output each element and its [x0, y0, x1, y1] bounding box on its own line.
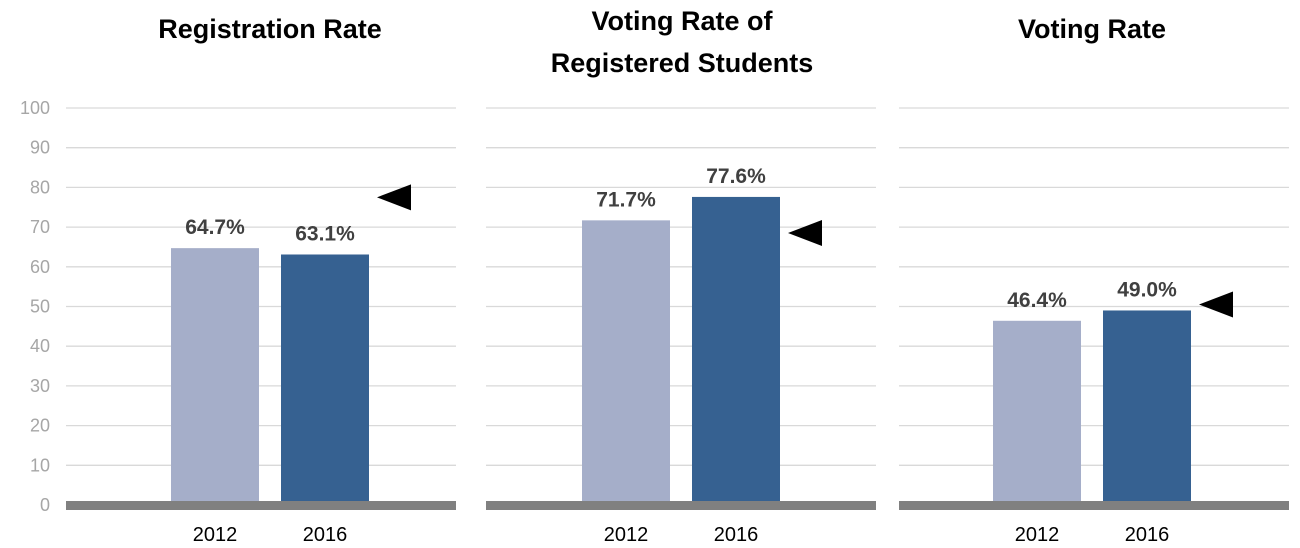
y-tick-label: 100 [20, 98, 50, 118]
x-tick-label: 2012 [604, 524, 649, 546]
y-tick-label: 80 [30, 177, 50, 197]
baseline-bar [66, 501, 456, 510]
bar-2016 [281, 254, 369, 505]
y-tick-label: 90 [30, 138, 50, 158]
x-tick-label: 2016 [303, 524, 348, 546]
y-tick-label: 30 [30, 376, 50, 396]
gridlines [66, 107, 456, 466]
gridlines [486, 107, 876, 466]
arrow-marker [788, 220, 822, 247]
y-tick-label: 20 [30, 416, 50, 436]
bar-2016 [692, 196, 780, 506]
bars [582, 196, 780, 506]
data-labels: 71.7% 77.6% [596, 165, 766, 211]
bar-2012 [993, 320, 1081, 505]
chart-panel-voting-rate: Voting Rate 46.4% 49.0% 2012 2016 [899, 14, 1289, 546]
x-axis-tick-labels: 2012 2016 [604, 524, 759, 546]
chart-title-line-2: Registered Students [551, 48, 814, 78]
x-tick-label: 2016 [714, 524, 759, 546]
arrow-marker [377, 184, 411, 211]
chart-panel-registration-rate: Registration Rate 0 10 20 30 40 50 60 70 80 90 100… [20, 14, 456, 546]
chart-title: Voting Rate [1018, 14, 1166, 44]
y-axis-tick-labels: 0 10 20 30 40 50 60 70 80 90 100 [20, 98, 50, 515]
data-label: 49.0% [1117, 278, 1177, 301]
bar-2016 [1103, 310, 1191, 505]
data-labels: 46.4% 49.0% [1007, 278, 1177, 311]
bar-2012 [582, 220, 670, 505]
x-tick-label: 2012 [193, 524, 238, 546]
bars [171, 248, 369, 506]
chart-title: Registration Rate [158, 14, 382, 44]
data-label: 63.1% [295, 222, 355, 245]
y-tick-label: 70 [30, 217, 50, 237]
x-axis-tick-labels: 2012 2016 [193, 524, 348, 546]
x-axis-tick-labels: 2012 2016 [1015, 524, 1170, 546]
baseline [899, 501, 1289, 510]
y-tick-label: 50 [30, 297, 50, 317]
left-arrow-icon [788, 220, 822, 247]
data-label: 71.7% [596, 188, 656, 211]
data-label: 77.6% [706, 165, 766, 188]
left-arrow-icon [1199, 291, 1233, 318]
bar-2012 [171, 248, 259, 506]
x-tick-label: 2016 [1125, 524, 1170, 546]
bars [993, 310, 1191, 505]
chart-title-line-1: Voting Rate of [592, 6, 774, 36]
left-arrow-icon [377, 184, 411, 211]
baseline-bar [486, 501, 876, 510]
y-tick-label: 10 [30, 455, 50, 475]
y-tick-label: 40 [30, 336, 50, 356]
data-labels: 64.7% 63.1% [185, 216, 355, 245]
chart-panel-voting-rate-registered: Voting Rate of Registered Students 71.7%… [486, 6, 876, 546]
baseline [66, 501, 456, 510]
y-tick-label: 60 [30, 257, 50, 277]
baseline [486, 501, 876, 510]
data-label: 64.7% [185, 216, 245, 239]
data-label: 46.4% [1007, 289, 1067, 312]
arrow-marker [1199, 291, 1233, 318]
baseline-bar [899, 501, 1289, 510]
gridlines [899, 107, 1289, 466]
y-tick-label: 0 [40, 495, 50, 515]
x-tick-label: 2012 [1015, 524, 1060, 546]
